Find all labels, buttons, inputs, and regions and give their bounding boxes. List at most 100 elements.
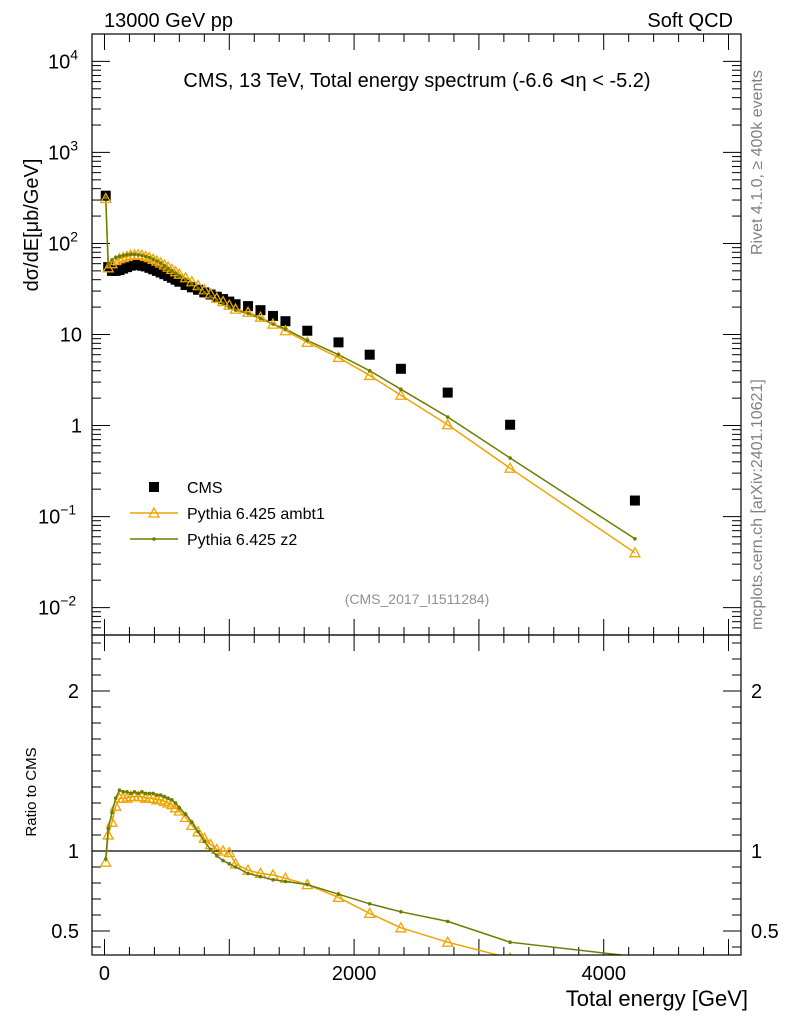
ratio-series-0-point bbox=[363, 907, 376, 919]
ratio-panel: Ratio to CMS Total energy [GeV] 0 2000 400… bbox=[23, 634, 779, 1011]
ratio-series-1-point bbox=[151, 791, 155, 796]
main-series-2-point bbox=[305, 338, 310, 343]
ratio-series-1-point bbox=[445, 919, 450, 924]
x-axis-label: Total energy [GeV] bbox=[566, 986, 748, 1011]
main-series-1-point bbox=[99, 192, 112, 204]
ratio-series-1-point bbox=[143, 791, 148, 796]
main-series-0-point bbox=[364, 349, 375, 360]
ratio-y-axis-label: Ratio to CMS bbox=[23, 747, 40, 836]
main-series-2-point bbox=[170, 269, 174, 273]
ratio-series-line-0 bbox=[104, 795, 501, 955]
ratio-series-1-point bbox=[173, 801, 178, 805]
ratio-series-0-point bbox=[394, 921, 408, 933]
ratio-series-0-point bbox=[191, 825, 205, 837]
main-series-1-point bbox=[441, 418, 454, 430]
x-tick-label: 0 bbox=[99, 963, 110, 985]
ratio-series-1-point bbox=[246, 871, 250, 876]
main-series-0-point bbox=[629, 495, 640, 506]
ratio-series-1-point bbox=[166, 796, 170, 800]
main-series-2-point bbox=[132, 252, 137, 257]
ratio-series-1-point bbox=[147, 791, 152, 796]
header-right-label: Soft QCD bbox=[647, 10, 733, 32]
main-series-2-point bbox=[508, 456, 512, 460]
main-series-2-point bbox=[208, 294, 213, 299]
analysis-id-annotation: (CMS_2017_I1511284) bbox=[345, 591, 490, 607]
main-series-2-point bbox=[110, 258, 114, 262]
main-series-1-point bbox=[279, 324, 292, 336]
main-series-2-point bbox=[246, 311, 250, 316]
ratio-series-0-point bbox=[102, 828, 115, 840]
main-series-0-point bbox=[442, 387, 453, 398]
ratio-series-1-point bbox=[113, 796, 118, 800]
main-series-2-point bbox=[117, 254, 122, 259]
ratio-series-1-point bbox=[271, 878, 275, 882]
ratio-series-1-point bbox=[128, 791, 133, 796]
legend-marker-0 bbox=[149, 482, 159, 492]
main-y-axis-label: dσ/dE[μb/GeV] bbox=[21, 159, 43, 292]
main-series-2-point bbox=[283, 327, 288, 331]
main-series-1-point bbox=[394, 388, 408, 400]
ratio-series-1-point bbox=[208, 847, 213, 852]
ratio-series-0-point bbox=[210, 843, 223, 855]
ratio-series-1-point bbox=[103, 857, 108, 861]
ratio-series-1-point bbox=[190, 820, 194, 824]
main-series-2-point bbox=[103, 195, 108, 200]
main-series-1-point bbox=[223, 298, 236, 310]
ratio-series-1-point bbox=[132, 790, 137, 794]
ratio-series-1-point bbox=[121, 790, 126, 794]
main-series-2-point bbox=[147, 255, 152, 260]
legend: CMS Pythia 6.425 ambt1 Pythia 6.425 z2 bbox=[130, 480, 325, 549]
legend-label-1: Pythia 6.425 ambt1 bbox=[187, 506, 325, 523]
ratio-series-1-point bbox=[367, 902, 372, 906]
ratio-series-1-point bbox=[125, 790, 129, 794]
main-series-1-point bbox=[216, 295, 230, 307]
main-series-1-point bbox=[185, 275, 198, 287]
ratio-frame bbox=[91, 634, 742, 956]
legend-marker-1 bbox=[147, 506, 161, 518]
main-y-tick-label: 10−1 bbox=[38, 502, 76, 529]
ratio-series-1-point bbox=[183, 812, 188, 816]
main-series-0-point bbox=[255, 305, 266, 316]
main-series-2-point bbox=[143, 254, 148, 259]
main-series-2-point bbox=[121, 253, 126, 258]
main-series-2-point bbox=[166, 266, 170, 271]
ratio-series-1-point bbox=[227, 862, 232, 866]
x-tick-label: 4000 bbox=[581, 963, 626, 985]
ratio-y-tick-label-right: 0.5 bbox=[751, 921, 779, 943]
ratio-series-0-point bbox=[441, 935, 454, 947]
main-series-2-point bbox=[125, 253, 129, 257]
ratio-series-1-point bbox=[508, 940, 512, 944]
main-series-2-point bbox=[227, 305, 232, 309]
ratio-y-tick-label-left: 0.5 bbox=[51, 921, 79, 943]
ratio-series-0-point bbox=[223, 846, 236, 858]
legend-label-2: Pythia 6.425 z2 bbox=[187, 532, 297, 549]
main-series-1-point bbox=[254, 310, 267, 322]
main-series-1-point bbox=[504, 461, 517, 473]
main-series-line-2 bbox=[104, 197, 636, 540]
ratio-series-1-point bbox=[233, 865, 238, 869]
main-series-2-point bbox=[158, 261, 163, 265]
main-series-0-point bbox=[205, 289, 216, 300]
main-series-2-point bbox=[399, 387, 403, 392]
main-plot-title: CMS, 13 TeV, Total energy spectrum (-6.6… bbox=[183, 70, 650, 92]
main-series-2-point bbox=[271, 322, 275, 326]
main-series-0-point bbox=[224, 296, 235, 307]
ratio-series-1-point bbox=[170, 798, 174, 802]
main-series-0-point bbox=[174, 276, 185, 287]
ratio-series-0-point bbox=[630, 963, 640, 972]
ratio-series-1-point bbox=[136, 791, 140, 796]
ratio-series-1-point bbox=[215, 854, 219, 858]
main-series-0-point bbox=[267, 310, 278, 321]
main-y-tick-label: 102 bbox=[48, 228, 78, 255]
x-tick-label: 2000 bbox=[332, 963, 377, 985]
ratio-axis-ticks bbox=[92, 635, 741, 955]
ratio-series-1-point bbox=[399, 910, 403, 914]
main-series-2-point bbox=[140, 253, 144, 258]
main-series-1-point bbox=[332, 351, 345, 363]
main-series-0-point bbox=[505, 419, 516, 430]
main-series-2-point bbox=[221, 301, 225, 306]
main-axis-ticks bbox=[92, 33, 741, 636]
ratio-series-1-point bbox=[162, 794, 167, 799]
